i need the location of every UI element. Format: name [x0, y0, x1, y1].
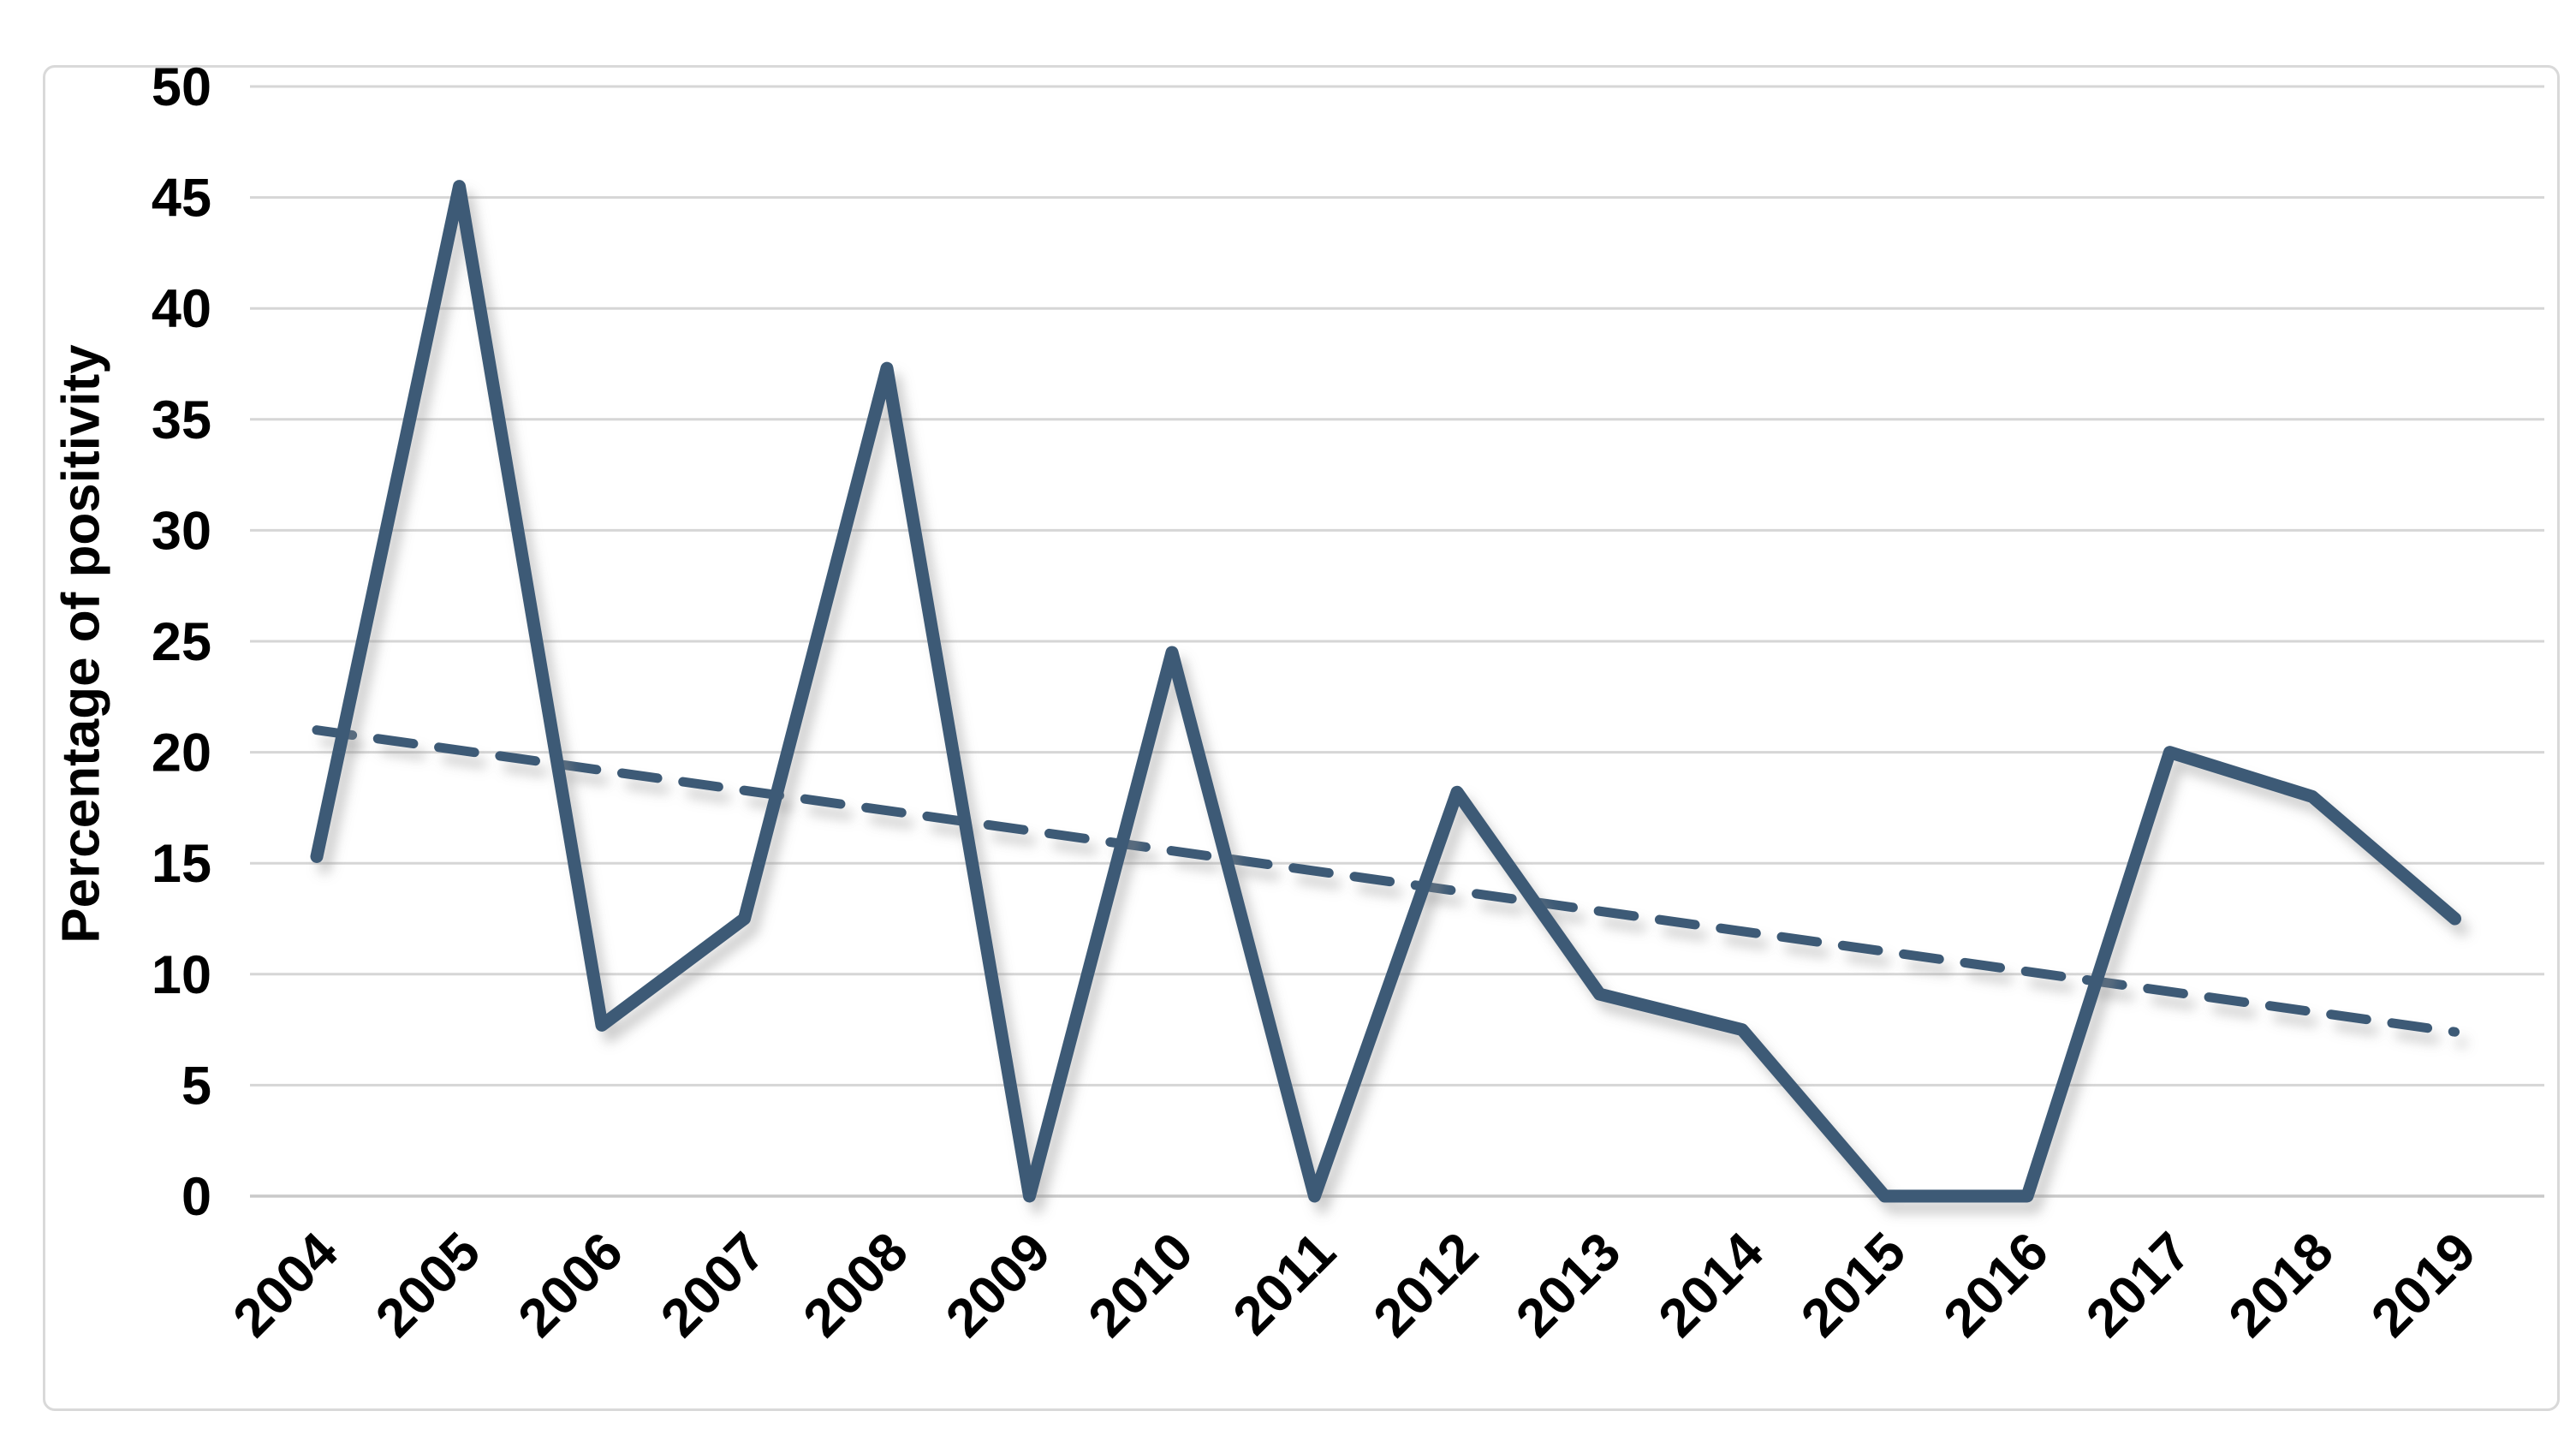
y-tick-label: 35 [152, 390, 211, 450]
x-tick-label: 2017 [2075, 1221, 2203, 1349]
y-tick-label: 5 [181, 1056, 211, 1116]
x-tick-label: 2010 [1077, 1221, 1205, 1349]
x-tick-label: 2011 [1222, 1221, 1347, 1346]
x-tick-label: 2005 [365, 1221, 492, 1349]
series-line [310, 180, 2461, 1203]
y-tick-label: 30 [152, 501, 211, 561]
x-tick-label: 2014 [1647, 1221, 1775, 1349]
y-tick-label: 0 [181, 1167, 211, 1227]
y-tick-label: 15 [152, 834, 211, 894]
x-tick-label: 2007 [650, 1221, 777, 1349]
x-tick-label: 2006 [507, 1221, 634, 1349]
x-tick-label: 2004 [222, 1221, 349, 1349]
chart-border [43, 65, 2560, 1411]
x-tick-label: 2013 [1505, 1221, 1633, 1349]
y-tick-label: 25 [152, 612, 211, 672]
x-tick-label: 2019 [2360, 1221, 2488, 1349]
y-tick-label: 50 [152, 57, 211, 117]
x-tick-label: 2008 [792, 1221, 919, 1349]
y-tick-label: 10 [152, 945, 211, 1005]
y-tick-label: 20 [152, 723, 211, 783]
x-tick-label: 2018 [2217, 1221, 2345, 1349]
x-tick-label: 2015 [1790, 1221, 1918, 1349]
x-tick-label: 2012 [1362, 1221, 1490, 1349]
y-tick-label: 45 [152, 169, 211, 229]
x-tick-label: 2016 [1932, 1221, 2060, 1349]
y-tick-label: 40 [152, 279, 211, 339]
x-tick-label: 2009 [935, 1221, 1062, 1349]
